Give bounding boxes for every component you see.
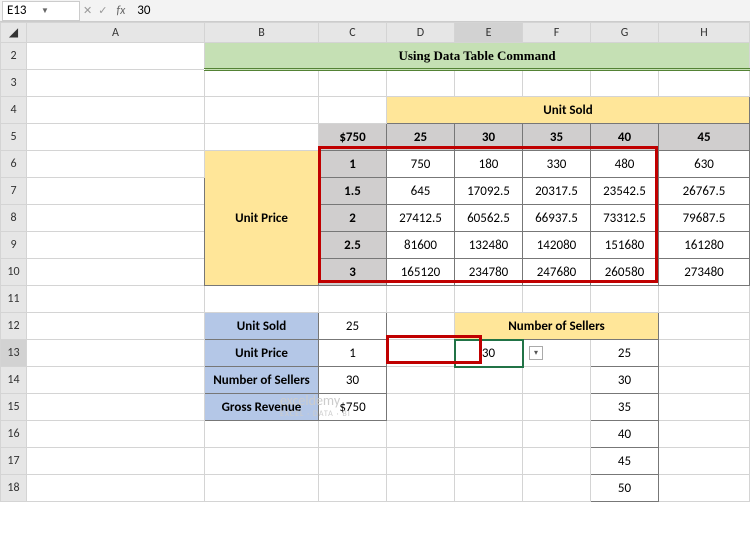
data-r1-c3[interactable]: 23542.5 bbox=[591, 178, 659, 205]
col-D[interactable]: D bbox=[387, 23, 455, 43]
col-E[interactable]: E bbox=[455, 23, 523, 43]
row-11[interactable]: 11 bbox=[1, 286, 27, 313]
row-3[interactable]: 3 bbox=[1, 70, 27, 97]
col-A[interactable]: A bbox=[27, 23, 205, 43]
unit-sold-45[interactable]: 45 bbox=[659, 124, 750, 151]
label-unit-sold: Unit Sold bbox=[205, 313, 319, 340]
unit-sold-header: Unit Sold bbox=[387, 97, 750, 124]
fx-icon[interactable]: fx bbox=[110, 4, 131, 18]
data-r4-c0[interactable]: 165120 bbox=[387, 259, 455, 286]
label-num-sellers: Number of Sellers bbox=[205, 367, 319, 394]
unit-price-1.5[interactable]: 1.5 bbox=[319, 178, 387, 205]
col-F[interactable]: F bbox=[523, 23, 591, 43]
data-r1-c1[interactable]: 17092.5 bbox=[455, 178, 523, 205]
cancel-icon[interactable]: ✕ bbox=[80, 4, 95, 17]
row-7[interactable]: 7 bbox=[1, 178, 27, 205]
data-r1-c4[interactable]: 26767.5 bbox=[659, 178, 750, 205]
sellers-list-0[interactable]: 25 bbox=[591, 340, 659, 367]
select-all-corner[interactable]: ◢ bbox=[1, 23, 27, 43]
data-r1-c2[interactable]: 20317.5 bbox=[523, 178, 591, 205]
val-num-sellers[interactable]: 30 bbox=[319, 367, 387, 394]
data-r3-c3[interactable]: 151680 bbox=[591, 232, 659, 259]
row-13[interactable]: 13 bbox=[1, 340, 27, 367]
name-box[interactable]: E13 ▼ bbox=[2, 1, 80, 21]
sellers-list-1[interactable]: 30 bbox=[591, 367, 659, 394]
row-2[interactable]: 2 bbox=[1, 43, 27, 70]
unit-price-3[interactable]: 3 bbox=[319, 259, 387, 286]
page-title: Using Data Table Command bbox=[205, 43, 750, 70]
data-r4-c3[interactable]: 260580 bbox=[591, 259, 659, 286]
row-10[interactable]: 10 bbox=[1, 259, 27, 286]
row-16[interactable]: 16 bbox=[1, 421, 27, 448]
val-unit-price[interactable]: 1 bbox=[319, 340, 387, 367]
row-6[interactable]: 6 bbox=[1, 151, 27, 178]
unit-sold-30[interactable]: 30 bbox=[455, 124, 523, 151]
chevron-down-icon[interactable]: ▼ bbox=[41, 6, 75, 16]
check-icon[interactable]: ✓ bbox=[95, 4, 110, 17]
unit-price-2[interactable]: 2 bbox=[319, 205, 387, 232]
row-8[interactable]: 8 bbox=[1, 205, 27, 232]
data-r2-c1[interactable]: 60562.5 bbox=[455, 205, 523, 232]
row-12[interactable]: 12 bbox=[1, 313, 27, 340]
unit-price-1[interactable]: 1 bbox=[319, 151, 387, 178]
data-r3-c0[interactable]: 81600 bbox=[387, 232, 455, 259]
spreadsheet-grid[interactable]: ◢ A B C D E F G H 2 Using Data Table Com… bbox=[0, 22, 750, 502]
data-r3-c1[interactable]: 132480 bbox=[455, 232, 523, 259]
unit-price-2.5[interactable]: 2.5 bbox=[319, 232, 387, 259]
row-17[interactable]: 17 bbox=[1, 448, 27, 475]
dropdown-arrow-icon[interactable]: ▾ bbox=[529, 346, 543, 360]
sellers-list-5[interactable]: 50 bbox=[591, 475, 659, 502]
data-r0-c3[interactable]: 480 bbox=[591, 151, 659, 178]
formula-input[interactable]: 30 bbox=[131, 3, 750, 18]
col-G[interactable]: G bbox=[591, 23, 659, 43]
col-H[interactable]: H bbox=[659, 23, 750, 43]
data-r4-c4[interactable]: 273480 bbox=[659, 259, 750, 286]
data-r0-c4[interactable]: 630 bbox=[659, 151, 750, 178]
data-r0-c2[interactable]: 330 bbox=[523, 151, 591, 178]
data-r0-c0[interactable]: 750 bbox=[387, 151, 455, 178]
row-4[interactable]: 4 bbox=[1, 97, 27, 124]
unit-sold-25[interactable]: 25 bbox=[387, 124, 455, 151]
data-r2-c2[interactable]: 66937.5 bbox=[523, 205, 591, 232]
cell-c5[interactable]: $750 bbox=[319, 124, 387, 151]
col-C[interactable]: C bbox=[319, 23, 387, 43]
unit-sold-35[interactable]: 35 bbox=[523, 124, 591, 151]
row-5[interactable]: 5 bbox=[1, 124, 27, 151]
val-gross-rev[interactable]: $750 bbox=[319, 394, 387, 421]
row-15[interactable]: 15 bbox=[1, 394, 27, 421]
data-r2-c4[interactable]: 79687.5 bbox=[659, 205, 750, 232]
data-r2-c3[interactable]: 73312.5 bbox=[591, 205, 659, 232]
data-r3-c4[interactable]: 161280 bbox=[659, 232, 750, 259]
name-box-value: E13 bbox=[7, 3, 41, 18]
data-r1-c0[interactable]: 645 bbox=[387, 178, 455, 205]
row-9[interactable]: 9 bbox=[1, 232, 27, 259]
data-r2-c0[interactable]: 27412.5 bbox=[387, 205, 455, 232]
sellers-list-2[interactable]: 35 bbox=[591, 394, 659, 421]
sellers-list-3[interactable]: 40 bbox=[591, 421, 659, 448]
sellers-dropdown-cell[interactable]: 30 bbox=[455, 340, 523, 367]
formula-bar-row: E13 ▼ ✕ ✓ fx 30 bbox=[0, 0, 750, 22]
val-unit-sold[interactable]: 25 bbox=[319, 313, 387, 340]
unit-price-label: Unit Price bbox=[205, 151, 319, 286]
data-r0-c1[interactable]: 180 bbox=[455, 151, 523, 178]
data-r3-c2[interactable]: 142080 bbox=[523, 232, 591, 259]
data-r4-c2[interactable]: 247680 bbox=[523, 259, 591, 286]
label-unit-price: Unit Price bbox=[205, 340, 319, 367]
col-header-row: ◢ A B C D E F G H bbox=[1, 23, 750, 43]
sellers-list-4[interactable]: 45 bbox=[591, 448, 659, 475]
data-r4-c1[interactable]: 234780 bbox=[455, 259, 523, 286]
row-14[interactable]: 14 bbox=[1, 367, 27, 394]
col-B[interactable]: B bbox=[205, 23, 319, 43]
row-18[interactable]: 18 bbox=[1, 475, 27, 502]
label-gross-rev: Gross Revenue bbox=[205, 394, 319, 421]
sellers-dropdown-value: 30 bbox=[482, 346, 495, 361]
num-sellers-header: Number of Sellers bbox=[455, 313, 659, 340]
unit-sold-40[interactable]: 40 bbox=[591, 124, 659, 151]
